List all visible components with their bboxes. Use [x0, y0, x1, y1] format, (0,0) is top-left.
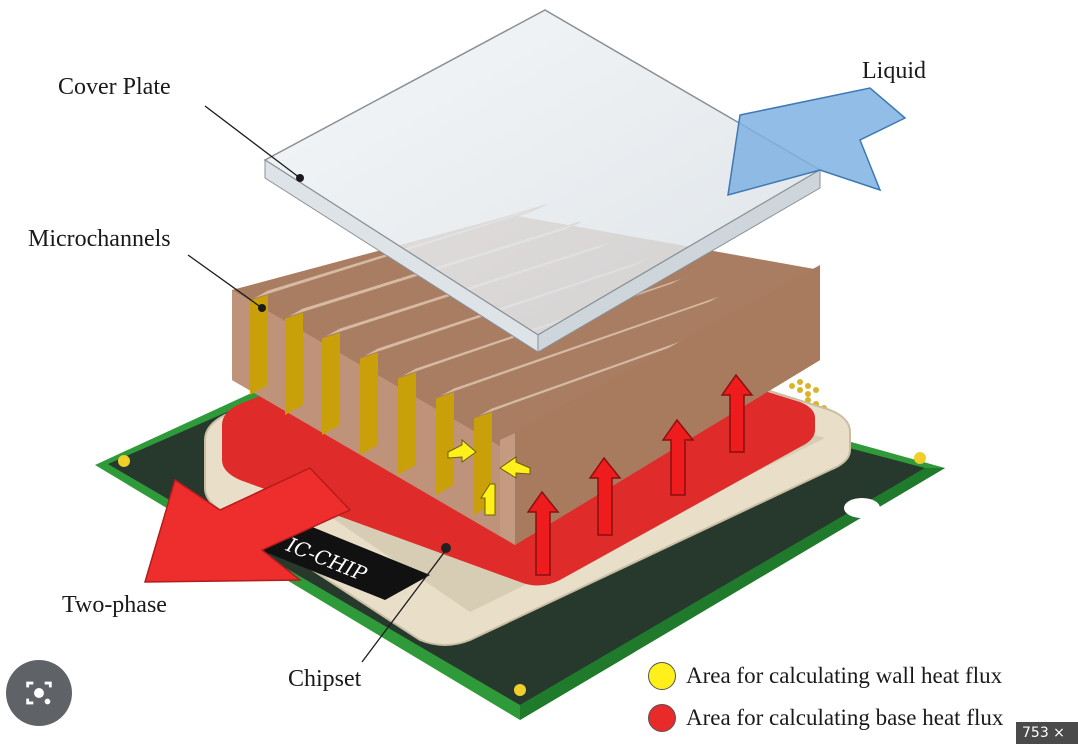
image-size-badge: 753 × [1016, 722, 1078, 744]
legend-red-dot [648, 704, 676, 732]
wall-heat-arrows [447, 438, 531, 516]
camera-search-icon [26, 681, 52, 705]
microchannel-slots [250, 290, 492, 515]
two-phase-arrow [143, 467, 352, 583]
legend-wall-text: Area for calculating wall heat flux [686, 663, 1003, 688]
label-cover-plate: Cover Plate [58, 74, 171, 100]
label-microchannels: Microchannels [28, 226, 171, 252]
legend-base-text: Area for calculating base heat flux [686, 705, 1004, 730]
legend-base-heat-flux: Area for calculating base heat flux [648, 704, 1003, 732]
label-chipset: Chipset [288, 666, 362, 692]
liquid-arrow [727, 87, 907, 197]
label-liquid: Liquid [862, 58, 926, 84]
lens-search-button[interactable] [6, 660, 72, 726]
legend-yellow-dot [648, 662, 676, 690]
label-two-phase: Two-phase [62, 592, 167, 618]
base-heat-arrows [526, 373, 754, 576]
leader-lines [187, 105, 447, 663]
legend-wall-heat-flux: Area for calculating wall heat flux [648, 662, 1002, 690]
